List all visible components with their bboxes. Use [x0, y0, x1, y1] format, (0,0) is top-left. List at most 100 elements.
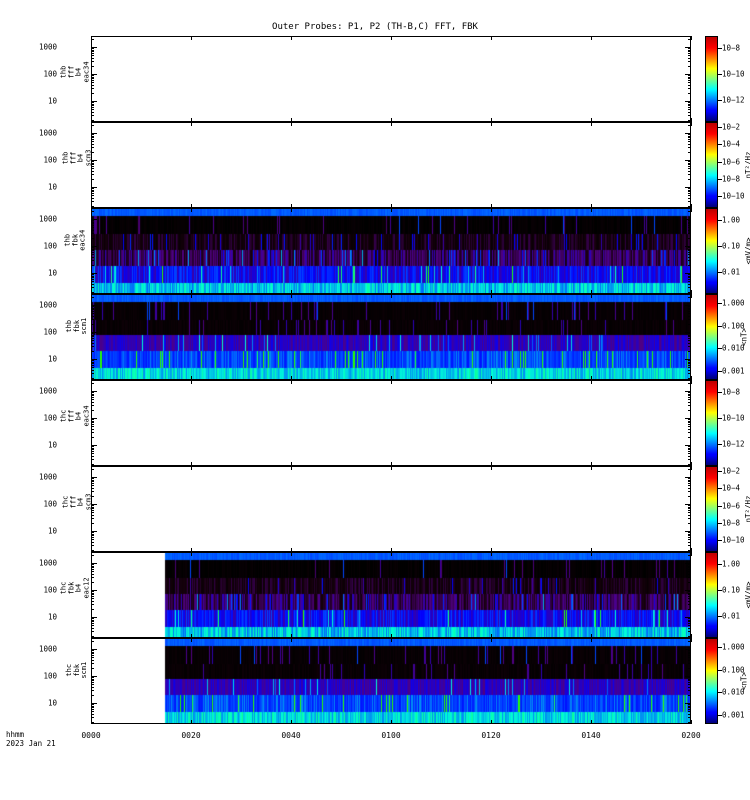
- y-tick-mark-minor: [91, 188, 94, 190]
- y-tick-mark-minor: [688, 619, 691, 621]
- y-tick-mark: [685, 417, 691, 419]
- y-tick-mark-minor: [688, 65, 691, 67]
- x-tick-mark: [291, 548, 292, 552]
- panel-p8[interactable]: [91, 638, 691, 724]
- y-tick-mark-minor: [91, 80, 94, 82]
- x-tick-mark: [691, 634, 692, 638]
- y-tick-label: 1000: [38, 558, 57, 568]
- y-tick-mark-minor: [91, 573, 94, 575]
- y-tick-mark-minor: [91, 106, 94, 108]
- y-tick-mark-minor: [688, 419, 691, 421]
- x-tick-mark: [491, 466, 492, 470]
- x-tick-mark: [391, 376, 392, 380]
- colorbar-tick-label: 10−10: [722, 69, 745, 79]
- y-tick-mark-minor: [688, 420, 691, 422]
- panel-p7[interactable]: [91, 552, 691, 638]
- spectrogram-canvas: [92, 553, 690, 637]
- y-tick-mark-minor: [688, 103, 691, 105]
- panel-p1[interactable]: [91, 36, 691, 122]
- y-tick-mark-minor: [688, 369, 691, 371]
- y-tick-label: 100: [43, 327, 57, 337]
- y-tick-mark-minor: [91, 567, 94, 569]
- y-tick-mark: [685, 616, 691, 618]
- plot-area-p2: [92, 123, 690, 207]
- x-tick-mark: [591, 208, 592, 212]
- colorbar-cb2: [705, 122, 718, 208]
- y-tick-mark-minor: [91, 401, 94, 403]
- y-tick-mark-minor: [91, 377, 94, 379]
- colorbar-tick-label: 10−4: [722, 483, 741, 493]
- y-tick-mark-minor: [91, 455, 94, 457]
- colorbar-tick-mark: [718, 73, 722, 75]
- colorbar-tick-mark: [718, 348, 722, 350]
- x-tick-mark: [391, 462, 392, 466]
- y-tick-mark-minor: [688, 61, 691, 63]
- plot-area-p6: [92, 467, 690, 551]
- y-tick-mark-minor: [688, 286, 691, 288]
- y-tick-mark-minor: [91, 618, 94, 620]
- x-tick-mark: [691, 548, 692, 552]
- x-tick-mark: [391, 36, 392, 40]
- panel-p5[interactable]: [91, 380, 691, 466]
- plot-area-p8: [92, 639, 690, 723]
- y-tick-mark-minor: [91, 532, 94, 534]
- y-tick-mark-minor: [91, 82, 94, 84]
- y-tick-mark-minor: [91, 277, 94, 279]
- colorbar-cb8: [705, 638, 718, 724]
- y-tick-mark-minor: [91, 336, 94, 338]
- colorbar-tick-label: 0.10: [722, 241, 741, 251]
- y-tick-mark-minor: [688, 221, 691, 223]
- y-tick-mark-minor: [688, 307, 691, 309]
- y-tick-mark-minor: [688, 197, 691, 199]
- x-tick-mark: [491, 462, 492, 466]
- panel-p3[interactable]: [91, 208, 691, 294]
- y-tick-mark-minor: [688, 139, 691, 141]
- y-tick-mark-minor: [91, 55, 94, 57]
- y-tick-mark-minor: [688, 164, 691, 166]
- y-tick-mark-minor: [91, 426, 94, 428]
- y-tick-mark-minor: [91, 539, 94, 541]
- y-tick-mark-minor: [688, 655, 691, 657]
- y-tick-mark-minor: [91, 469, 94, 471]
- y-tick-label: 10: [47, 268, 57, 278]
- y-tick-mark-minor: [91, 221, 94, 223]
- y-tick-mark-minor: [688, 458, 691, 460]
- x-tick-mark: [291, 552, 292, 556]
- y-tick-label: 1000: [38, 472, 57, 482]
- y-tick-mark-minor: [688, 363, 691, 365]
- y-tick-mark-minor: [688, 346, 691, 348]
- y-tick-mark-minor: [91, 252, 94, 254]
- y-tick-mark-minor: [688, 409, 691, 411]
- x-tick-mark: [191, 376, 192, 380]
- y-tick-mark-minor: [91, 514, 94, 516]
- y-tick-mark-minor: [91, 711, 94, 713]
- colorbar-tick-label: 0.100: [722, 321, 745, 331]
- y-tick-mark-minor: [688, 319, 691, 321]
- panel-p2[interactable]: [91, 122, 691, 208]
- x-tick-mark: [91, 548, 92, 552]
- colorbar-tick-mark: [718, 417, 722, 419]
- y-tick-mark-minor: [91, 555, 94, 557]
- panel-y-title-line: eac34: [78, 229, 87, 251]
- y-tick-mark-minor: [688, 549, 691, 551]
- y-tick-mark-minor: [91, 369, 94, 371]
- y-tick-mark-minor: [91, 544, 94, 546]
- y-tick-mark-minor: [91, 659, 94, 661]
- y-tick-mark-minor: [688, 252, 691, 254]
- panel-p4[interactable]: [91, 294, 691, 380]
- y-tick-mark-minor: [91, 591, 94, 593]
- y-tick-mark-minor: [688, 536, 691, 538]
- y-tick-mark-minor: [688, 53, 691, 55]
- y-tick-mark-minor: [688, 512, 691, 514]
- x-tick-mark: [191, 720, 192, 724]
- y-tick-mark-minor: [688, 621, 691, 623]
- y-tick-mark-minor: [688, 250, 691, 252]
- y-tick-mark: [91, 159, 97, 161]
- x-axis-tick-label: 0140: [581, 731, 601, 740]
- y-tick-label: 10: [47, 612, 57, 622]
- panel-p6[interactable]: [91, 466, 691, 552]
- colorbar-gradient: [706, 381, 717, 465]
- x-tick-mark: [691, 294, 692, 298]
- y-tick-mark-minor: [91, 667, 94, 669]
- y-tick-mark-minor: [688, 485, 691, 487]
